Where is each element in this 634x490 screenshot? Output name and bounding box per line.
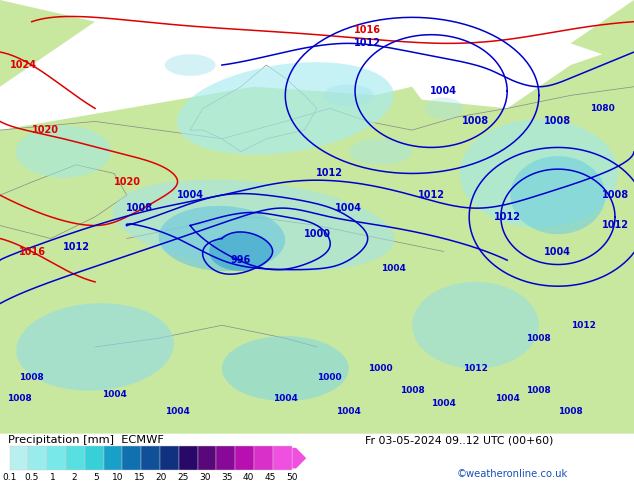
Ellipse shape: [349, 139, 412, 165]
Text: 1008: 1008: [126, 203, 153, 213]
Text: 1012: 1012: [571, 321, 596, 330]
Text: 1004: 1004: [380, 265, 406, 273]
Ellipse shape: [165, 54, 216, 76]
Text: 15: 15: [134, 473, 145, 482]
Text: Fr 03-05-2024 09..12 UTC (00+60): Fr 03-05-2024 09..12 UTC (00+60): [365, 435, 553, 445]
Text: 5: 5: [93, 473, 99, 482]
Text: 20: 20: [156, 473, 167, 482]
Ellipse shape: [412, 282, 539, 368]
Text: 1004: 1004: [177, 190, 204, 200]
Bar: [179, 446, 198, 470]
Bar: [235, 446, 254, 470]
Text: 1000: 1000: [368, 364, 392, 373]
Ellipse shape: [460, 119, 618, 228]
Text: 1012: 1012: [316, 169, 343, 178]
Text: 0.5: 0.5: [24, 473, 39, 482]
Text: 10: 10: [112, 473, 124, 482]
Bar: [198, 446, 216, 470]
Text: 1000: 1000: [304, 229, 330, 239]
Text: Precipitation [mm]  ECMWF: Precipitation [mm] ECMWF: [8, 435, 164, 445]
Bar: [103, 446, 122, 470]
Text: 1016: 1016: [354, 25, 381, 35]
Text: 1020: 1020: [32, 125, 59, 135]
Bar: [141, 446, 160, 470]
Bar: [66, 446, 85, 470]
Text: 1012: 1012: [63, 242, 89, 252]
Text: 50: 50: [286, 473, 297, 482]
Ellipse shape: [177, 62, 394, 155]
Text: 45: 45: [264, 473, 276, 482]
Bar: [85, 446, 103, 470]
Text: 1004: 1004: [335, 203, 362, 213]
Text: 1004: 1004: [430, 86, 457, 96]
Polygon shape: [571, 0, 634, 65]
Text: 1004: 1004: [101, 390, 127, 399]
Ellipse shape: [222, 336, 349, 401]
Text: 40: 40: [243, 473, 254, 482]
Bar: [216, 446, 235, 470]
Polygon shape: [0, 0, 95, 87]
Text: 1008: 1008: [526, 386, 552, 395]
FancyArrow shape: [292, 448, 306, 468]
Text: 1008: 1008: [6, 394, 32, 403]
Text: 30: 30: [199, 473, 210, 482]
Bar: [254, 446, 273, 470]
Text: 1: 1: [50, 473, 56, 482]
Text: 1004: 1004: [273, 394, 298, 403]
Text: 1012: 1012: [418, 190, 444, 200]
Text: 1004: 1004: [431, 399, 456, 408]
Text: 1000: 1000: [318, 373, 342, 382]
Polygon shape: [190, 87, 444, 173]
Ellipse shape: [16, 303, 174, 391]
Ellipse shape: [425, 98, 463, 119]
Text: 1008: 1008: [558, 408, 583, 416]
Text: 1012: 1012: [494, 212, 521, 222]
Text: 1008: 1008: [399, 386, 425, 395]
Ellipse shape: [16, 126, 111, 178]
Ellipse shape: [510, 156, 605, 234]
Bar: [122, 446, 141, 470]
Text: 1020: 1020: [114, 177, 141, 187]
Text: 1004: 1004: [495, 394, 520, 403]
Bar: [10, 446, 29, 470]
Text: 35: 35: [221, 473, 232, 482]
Text: 0.1: 0.1: [3, 473, 16, 482]
Text: 1008: 1008: [526, 334, 552, 343]
Text: 996: 996: [231, 255, 251, 265]
Bar: [29, 446, 47, 470]
Text: 1008: 1008: [462, 117, 489, 126]
Text: 1012: 1012: [602, 220, 630, 230]
Ellipse shape: [323, 85, 374, 106]
Text: 25: 25: [178, 473, 189, 482]
Text: 1016: 1016: [19, 246, 46, 257]
Polygon shape: [0, 87, 634, 434]
Text: 1012: 1012: [354, 38, 381, 49]
Text: 1008: 1008: [19, 373, 44, 382]
Ellipse shape: [113, 179, 394, 271]
Text: 1080: 1080: [590, 104, 615, 113]
Text: 1012: 1012: [463, 364, 488, 373]
Bar: [160, 446, 179, 470]
Bar: [47, 446, 66, 470]
Text: 2: 2: [72, 473, 77, 482]
Text: 1024: 1024: [10, 60, 37, 70]
Ellipse shape: [209, 232, 273, 271]
Bar: [273, 446, 292, 470]
Text: 1008: 1008: [545, 117, 571, 126]
Text: 1004: 1004: [165, 408, 190, 416]
Text: 1004: 1004: [545, 246, 571, 257]
Text: 1004: 1004: [336, 408, 361, 416]
Text: ©weatheronline.co.uk: ©weatheronline.co.uk: [456, 468, 567, 479]
Polygon shape: [476, 43, 634, 152]
Text: 1008: 1008: [602, 190, 630, 200]
Ellipse shape: [158, 206, 285, 271]
